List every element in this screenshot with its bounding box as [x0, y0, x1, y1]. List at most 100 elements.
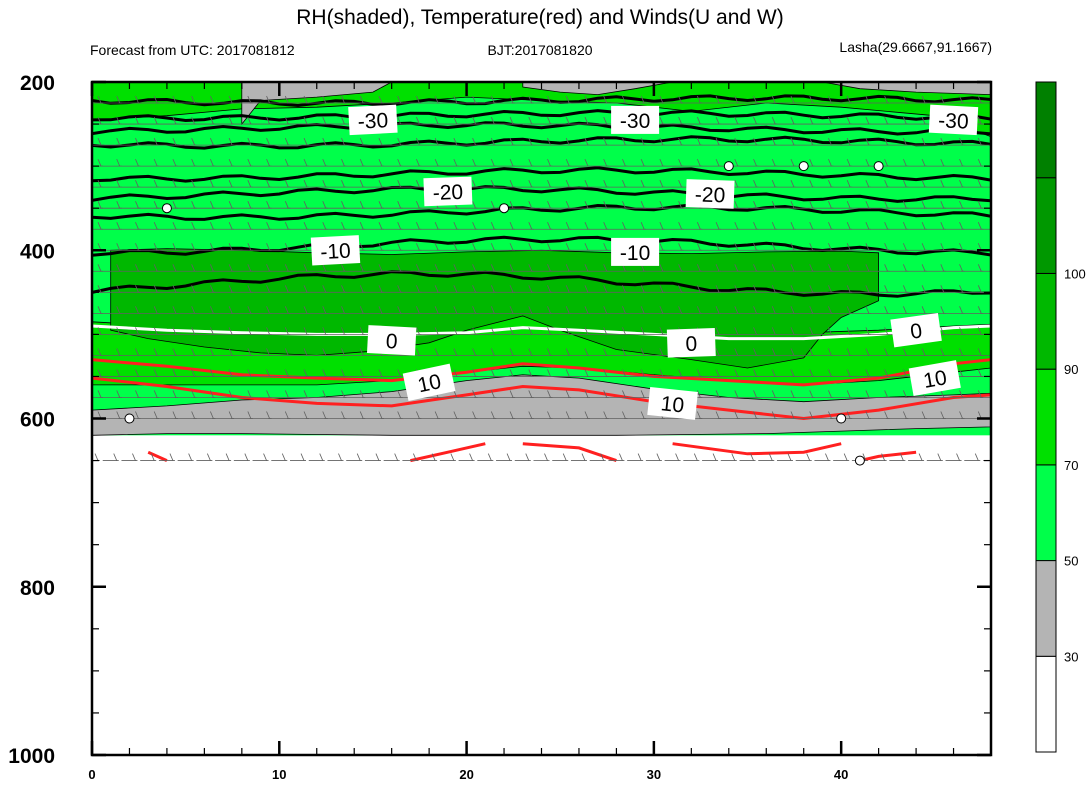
wind-barb-flag	[191, 411, 196, 419]
wind-barb-flag	[603, 201, 608, 209]
wind-barb-flag	[247, 158, 252, 167]
wind-barb-flag	[397, 158, 402, 167]
wind-barb-flag	[322, 285, 327, 293]
wind-barb-flag	[225, 453, 230, 461]
wind-barb-flag	[790, 95, 795, 104]
wind-barb-flag	[472, 411, 476, 419]
wind-barb-flag	[303, 327, 308, 335]
wind-barb-flag	[715, 95, 720, 104]
wind-barb-flag	[322, 390, 327, 398]
wind-barb-flag	[846, 348, 851, 356]
wind-barb-flag	[753, 222, 757, 230]
wind-barb-flag	[977, 369, 982, 377]
wind-barb-flag	[584, 390, 589, 398]
contour-label-text: -10	[620, 242, 650, 265]
contour-label-box	[348, 104, 398, 136]
wind-barb-flag	[659, 137, 664, 146]
wind-barb-flag	[172, 222, 177, 230]
y-tick-label: 400	[20, 240, 55, 263]
wind-barb-flag	[378, 137, 383, 146]
wind-barb-flag	[397, 243, 402, 251]
y-tick-label: 1000	[8, 745, 55, 768]
wind-barb-flag	[678, 264, 682, 272]
wind-barb-flag	[734, 285, 739, 293]
wind-barb-flag	[603, 264, 608, 272]
wind-barb-flag	[659, 179, 664, 188]
wind-barb-flag	[828, 348, 832, 356]
wind-barb-flag	[846, 369, 851, 377]
wind-barb-flag	[416, 179, 420, 188]
wind-barb-flag	[266, 411, 270, 419]
wind-barb-flag	[865, 222, 870, 230]
wind-barb-flag	[959, 158, 963, 167]
wind-barb-flag	[509, 285, 514, 293]
wind-barb-flag	[846, 411, 851, 419]
wind-barb-flag	[378, 222, 383, 230]
wind-barb-flag	[921, 243, 926, 251]
wind-barb-flag	[622, 411, 626, 419]
wind-barb-flag	[565, 243, 570, 251]
wind-barb-flag	[902, 243, 907, 251]
wind-barb-flag	[172, 201, 177, 209]
wind-barb-flag	[753, 243, 757, 251]
wind-barb-flag	[809, 411, 814, 419]
wind-barb-flag	[94, 453, 99, 461]
wind-barb-flag	[303, 116, 308, 125]
wind-barb-flag	[210, 285, 214, 293]
wind-barb-flag	[846, 243, 851, 251]
wind-barb-flag	[790, 411, 795, 419]
wind-barb-flag	[865, 348, 870, 356]
wind-barb-flag	[734, 411, 739, 419]
wind-barb-flag	[584, 327, 589, 335]
wind-barb-flag	[640, 285, 645, 293]
wind-barb-flag	[378, 158, 383, 167]
wind-barb-flag	[921, 285, 926, 293]
wind-barb-flag	[828, 411, 832, 419]
wind-barb-flag	[416, 222, 420, 230]
wind-barb-flag	[97, 390, 102, 398]
wind-barb-flag	[472, 369, 476, 377]
wind-barb-flag	[116, 137, 121, 146]
wind-barb-flag	[565, 348, 570, 356]
wind-barb-flag	[303, 95, 308, 104]
wind-barb-flag	[921, 201, 926, 209]
wind-barb-flag	[210, 116, 214, 125]
wind-barb-flag	[97, 95, 102, 104]
wind-barb-flag	[116, 179, 121, 188]
wind-barb-flag	[902, 285, 907, 293]
wind-barb-flag	[997, 285, 1000, 292]
wind-barb-flag	[453, 137, 458, 146]
wind-barb-flag	[809, 137, 814, 146]
wind-barb-flag	[284, 137, 289, 146]
wind-barb-flag	[902, 264, 907, 272]
wind-barb-flag	[303, 306, 308, 314]
wind-barb-flag	[902, 179, 907, 188]
wind-barb-flag	[509, 201, 514, 209]
contour-label: 10	[908, 360, 961, 397]
isotherm-line	[92, 203, 991, 221]
wind-barb-flag	[977, 327, 982, 335]
wind-barb-flag	[266, 201, 270, 209]
wind-barb-flag	[547, 137, 551, 146]
wind-barb-flag	[865, 158, 870, 167]
isotherm-red-segment	[410, 442, 486, 463]
wind-barb-flag	[977, 348, 982, 356]
wind-barb-flag	[416, 201, 420, 209]
wind-barb-flag	[809, 158, 814, 167]
wind-barb-flag	[359, 222, 364, 230]
wind-barb-flag	[884, 201, 888, 209]
wind-barb-flag	[247, 411, 252, 419]
colorbar-swatch	[1035, 81, 1057, 179]
contour-label-text: -30	[357, 109, 389, 134]
wind-barb-flag	[584, 285, 589, 293]
wind-barb-flag	[828, 306, 832, 314]
isotherm-line	[92, 109, 991, 123]
wind-barb-flag	[97, 179, 102, 188]
wind-barb-flag	[191, 137, 196, 146]
wind-calm-circle	[124, 413, 135, 424]
wind-barb-flag	[809, 348, 814, 356]
wind-barb-flag	[881, 453, 885, 461]
wind-barb-flag	[640, 327, 645, 335]
wind-barb-flag	[921, 179, 926, 188]
wind-barb-flag	[884, 116, 888, 125]
